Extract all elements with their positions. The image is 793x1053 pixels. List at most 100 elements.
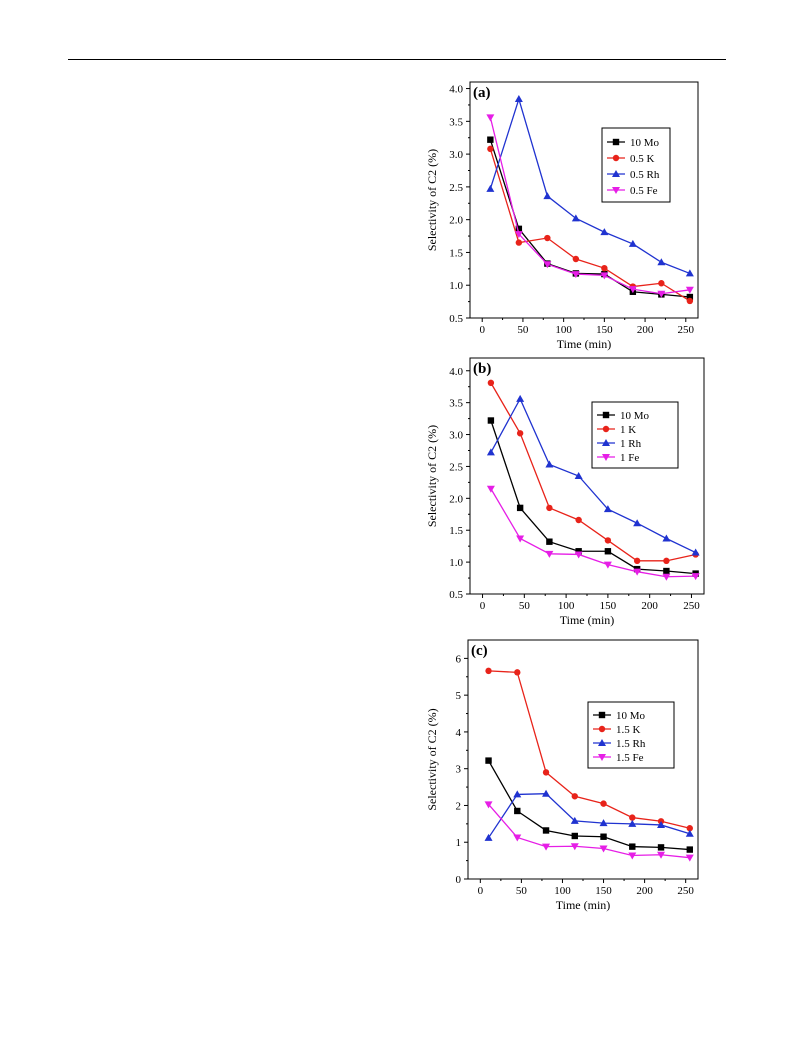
legend-item: 1.5 K xyxy=(593,724,641,736)
data-point xyxy=(657,844,665,851)
legend-item: 1 Fe xyxy=(597,452,639,464)
y-tick-label: 3.0 xyxy=(449,430,463,442)
data-point xyxy=(485,667,492,675)
data-point xyxy=(686,297,694,305)
legend-label: 1.5 K xyxy=(616,724,641,736)
data-point xyxy=(575,548,582,555)
y-tick-label: 2.0 xyxy=(449,493,463,505)
legend-item: 0.5 Fe xyxy=(607,185,658,197)
data-point xyxy=(542,827,550,834)
data-point xyxy=(487,145,494,153)
data-point xyxy=(603,561,612,569)
header-rule xyxy=(68,59,726,60)
legend-item: 10 Mo xyxy=(597,410,650,422)
data-point xyxy=(686,846,693,853)
series-line xyxy=(490,488,696,578)
data-point xyxy=(575,516,582,524)
legend: 10 Mo 1 K 1 Rh 1 Fe xyxy=(591,401,679,469)
data-point xyxy=(600,800,607,807)
y-tick-label: 1.5 xyxy=(449,525,463,537)
series-1 xyxy=(485,757,693,853)
data-point xyxy=(601,264,608,272)
series-line xyxy=(488,803,690,859)
legend-label: 1 K xyxy=(620,424,636,436)
x-tick-label: 50 xyxy=(519,600,531,612)
chart-panel-a: 0 50 100 150 200 250 0.5 1.0 1.5 2.0 2.5 3.0 3.5 4.0 T… xyxy=(420,76,720,361)
x-tick-label: 100 xyxy=(555,324,572,336)
data-point xyxy=(629,843,636,850)
y-tick-label: 2.0 xyxy=(449,215,463,227)
data-point xyxy=(570,816,579,824)
legend-label: 0.5 Rh xyxy=(630,169,660,181)
data-point xyxy=(599,819,608,827)
data-point xyxy=(484,801,493,809)
x-axis-label: Time (min) xyxy=(556,898,611,912)
data-point xyxy=(686,293,694,301)
series-4 xyxy=(486,485,700,581)
data-point xyxy=(543,192,552,200)
series-4 xyxy=(484,801,694,862)
data-point xyxy=(691,548,700,556)
series-line xyxy=(489,148,691,302)
y-tick-label: 4.0 xyxy=(449,84,463,96)
data-point xyxy=(603,505,612,513)
data-point xyxy=(571,793,578,800)
data-point xyxy=(542,769,550,776)
data-point xyxy=(686,825,693,832)
x-tick-label: 200 xyxy=(636,885,653,897)
legend-item: 10 Mo xyxy=(593,710,646,722)
y-tick-label: 1.0 xyxy=(449,557,463,569)
data-point xyxy=(486,114,495,122)
data-point xyxy=(570,843,579,851)
legend-item: 1.5 Fe xyxy=(593,752,644,764)
data-point xyxy=(663,567,670,575)
data-point xyxy=(633,557,641,565)
x-tick-label: 50 xyxy=(516,885,528,897)
data-point xyxy=(657,258,666,266)
x-tick-label: 150 xyxy=(596,324,613,336)
panel-label: (b) xyxy=(473,361,491,377)
legend-label: 0.5 Fe xyxy=(630,185,658,197)
data-point xyxy=(629,814,636,821)
data-point xyxy=(628,819,637,827)
data-point xyxy=(685,829,694,837)
data-point xyxy=(574,551,583,559)
data-point xyxy=(604,537,612,544)
legend-label: 1.5 Rh xyxy=(616,738,646,750)
data-point xyxy=(571,214,580,222)
legend-marker xyxy=(598,725,606,733)
x-axis-label: Time (min) xyxy=(560,613,615,627)
data-point xyxy=(516,430,524,437)
legend-label: 10 Mo xyxy=(630,137,660,149)
data-point xyxy=(662,573,671,581)
series-line xyxy=(487,760,690,851)
x-tick-label: 0 xyxy=(479,324,485,336)
data-point xyxy=(657,851,666,859)
x-tick-label: 100 xyxy=(554,885,571,897)
data-point xyxy=(545,460,554,468)
data-point xyxy=(542,843,551,851)
y-tick-label: 2.5 xyxy=(449,182,463,194)
legend-item: 1 K xyxy=(597,424,636,436)
data-point xyxy=(657,290,666,298)
y-tick-label: 3.5 xyxy=(449,398,463,410)
x-tick-label: 150 xyxy=(595,885,612,897)
x-tick-label: 100 xyxy=(558,600,575,612)
legend-label: 10 Mo xyxy=(616,710,646,722)
data-point xyxy=(516,535,525,543)
y-tick-label: 4 xyxy=(456,727,462,739)
x-tick-label: 150 xyxy=(600,600,617,612)
data-point xyxy=(600,228,609,236)
legend-marker xyxy=(612,154,620,162)
data-point xyxy=(658,280,665,287)
legend-marker xyxy=(598,754,606,761)
data-point xyxy=(571,271,580,279)
y-tick-label: 2 xyxy=(456,800,462,812)
y-tick-label: 4.0 xyxy=(449,366,463,378)
series-line xyxy=(489,139,690,298)
legend-marker xyxy=(612,187,620,194)
data-point xyxy=(484,833,493,841)
chart-panel-b: 0 50 100 150 200 250 0.5 1.0 1.5 2.0 2.5 3.0 3.5 4.0 T… xyxy=(420,352,720,642)
legend-marker xyxy=(602,439,610,446)
x-tick-label: 200 xyxy=(641,600,658,612)
